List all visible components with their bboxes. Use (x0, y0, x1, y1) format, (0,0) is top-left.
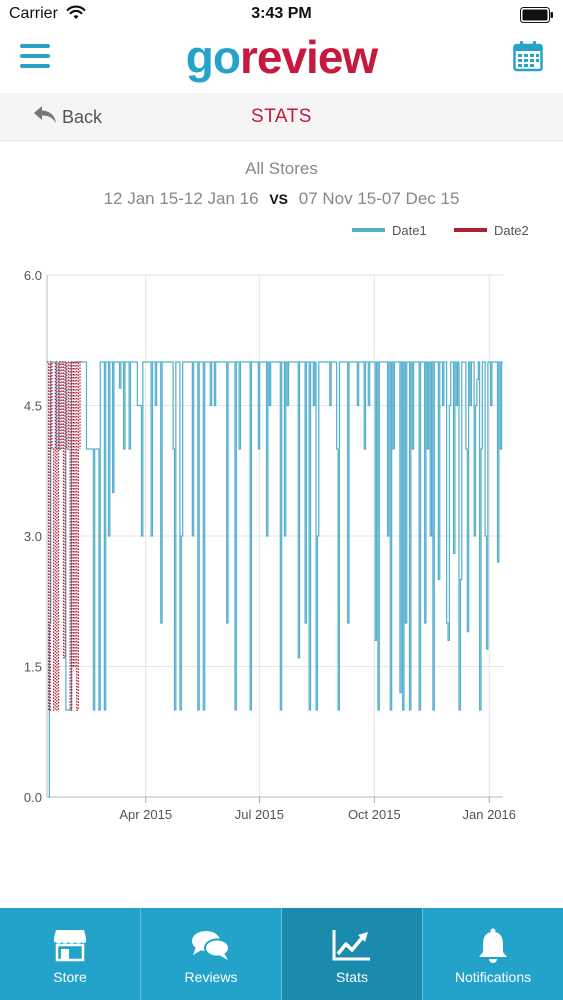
logo-review: review (239, 31, 378, 83)
bottom-tab-bar: Store Reviews Stats (0, 908, 563, 1000)
status-bar: Carrier 3:43 PM (0, 0, 563, 30)
legend-swatch-date2 (454, 228, 487, 232)
x-tick-label: Jul 2015 (235, 807, 284, 822)
tab-stats-label: Stats (336, 969, 368, 985)
tab-notifications[interactable]: Notifications (423, 908, 563, 1000)
app-header: goreview (0, 30, 563, 92)
back-label: Back (62, 106, 103, 127)
vs-label: VS (269, 191, 289, 207)
tab-reviews[interactable]: Reviews (141, 908, 282, 1000)
y-axis: 0.0 1.5 3.0 4.5 6.0 (24, 268, 42, 805)
logo-go: go (185, 31, 241, 83)
navigation-bar: Back STATS (0, 93, 563, 141)
date-range-1: 12 Jan 15-12 Jan 16 (103, 189, 259, 208)
tab-notifications-label: Notifications (454, 969, 532, 985)
chat-bubbles-icon (191, 928, 231, 967)
tab-stats[interactable]: Stats (282, 908, 423, 1000)
bell-icon (475, 928, 511, 969)
legend-label-date2: Date2 (494, 223, 529, 238)
y-tick-label: 0.0 (24, 790, 42, 805)
y-tick-label: 1.5 (24, 660, 42, 675)
x-axis: Apr 2015 Jul 2015 Oct 2015 Jan 2016 (119, 797, 516, 822)
y-tick-label: 6.0 (24, 268, 42, 283)
calendar-icon[interactable] (513, 40, 543, 72)
y-tick-label: 3.0 (24, 529, 42, 544)
ratings-line-chart: Date1 Date2 0.0 1.5 3.0 4.5 6.0 Apr 2015 Jul 2… (24, 223, 529, 822)
back-arrow-icon (32, 104, 58, 131)
page-title: STATS (251, 106, 312, 127)
carrier-label: Carrier (9, 5, 58, 22)
legend-label-date1: Date1 (392, 223, 427, 238)
chart-series (47, 361, 503, 798)
x-tick-label: Oct 2015 (348, 807, 401, 822)
clock: 3:43 PM (251, 5, 312, 22)
legend-swatch-date1 (352, 228, 385, 232)
chart-legend: Date1 Date2 (352, 223, 529, 238)
date-range-2: 07 Nov 15-07 Dec 15 (298, 189, 460, 208)
goreview-logo: goreview (0, 32, 563, 82)
tab-reviews-label: Reviews (184, 969, 238, 985)
y-tick-label: 4.5 (24, 399, 42, 414)
series-line-date2 (47, 361, 81, 711)
store-icon (52, 928, 88, 967)
date-comparison: 12 Jan 15-12 Jan 16 VS 07 Nov 15-07 Dec … (0, 189, 563, 209)
hamburger-menu-icon[interactable] (20, 44, 52, 72)
series-line-date1 (48, 361, 503, 798)
tab-store-label: Store (53, 969, 87, 985)
store-filter-label: All Stores (245, 159, 318, 178)
tab-store[interactable]: Store (0, 908, 141, 1000)
x-tick-label: Jan 2016 (463, 807, 517, 822)
wifi-icon (66, 5, 86, 26)
back-button[interactable]: Back (32, 103, 102, 131)
battery-icon (520, 7, 554, 28)
x-tick-label: Apr 2015 (119, 807, 172, 822)
line-chart-icon (332, 928, 372, 967)
